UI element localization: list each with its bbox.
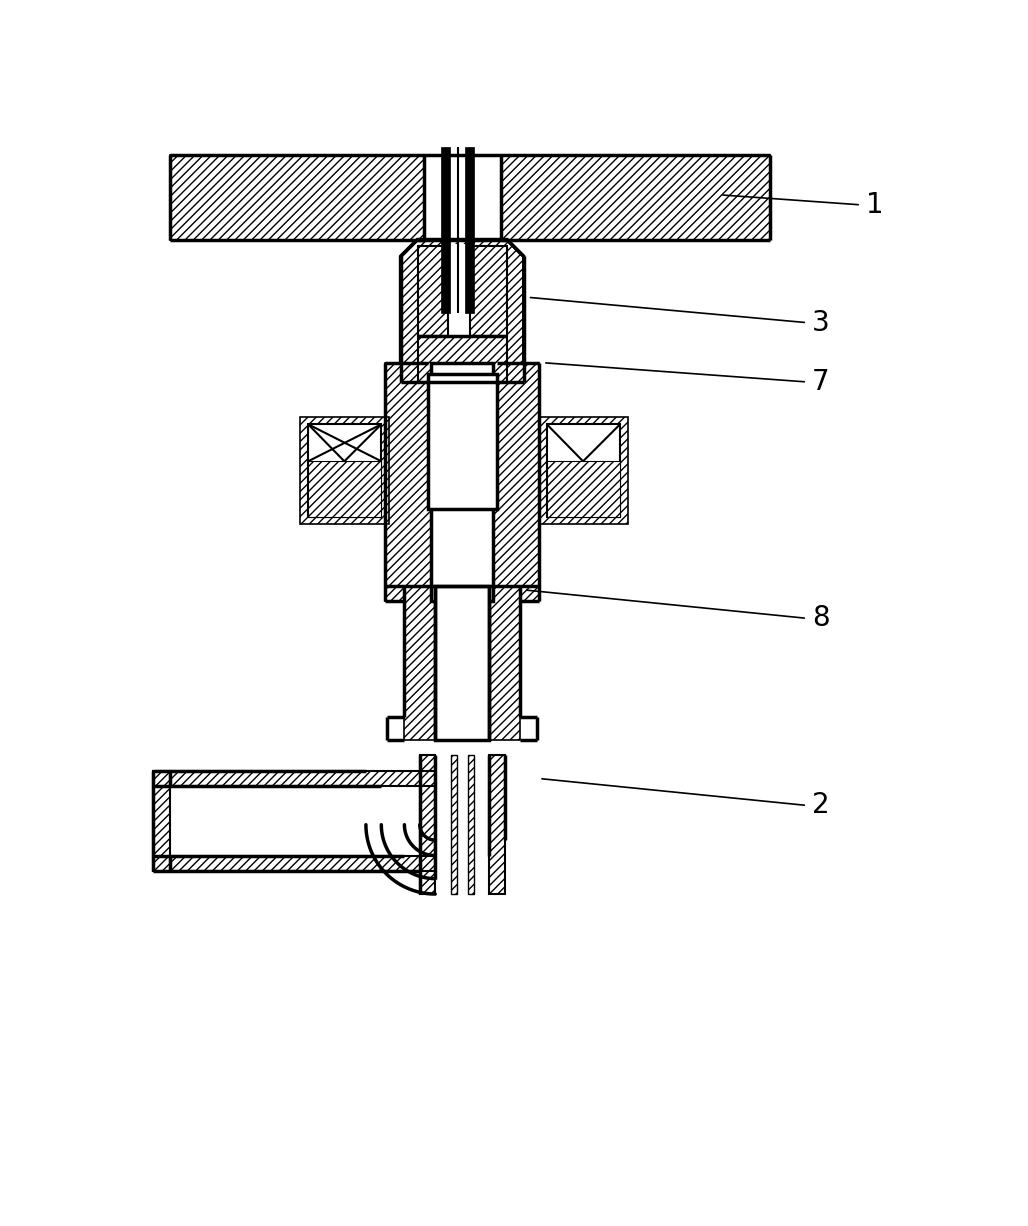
Text: 7: 7 <box>812 368 830 396</box>
Polygon shape <box>401 239 524 383</box>
Bar <box>404 586 520 741</box>
Polygon shape <box>466 147 475 313</box>
Polygon shape <box>308 461 381 516</box>
Bar <box>428 374 497 509</box>
Polygon shape <box>435 586 489 741</box>
Polygon shape <box>417 336 507 383</box>
Polygon shape <box>450 755 456 894</box>
Polygon shape <box>170 856 435 870</box>
Text: 2: 2 <box>812 792 830 819</box>
Text: 8: 8 <box>812 604 830 633</box>
Polygon shape <box>432 363 493 602</box>
Polygon shape <box>419 755 435 894</box>
Polygon shape <box>417 245 507 336</box>
Polygon shape <box>547 461 620 516</box>
Polygon shape <box>308 424 381 516</box>
Polygon shape <box>547 424 620 516</box>
Bar <box>300 417 389 525</box>
Polygon shape <box>170 771 435 786</box>
Polygon shape <box>424 153 501 242</box>
Bar <box>539 417 628 525</box>
Polygon shape <box>448 244 470 336</box>
Text: 3: 3 <box>812 309 830 337</box>
Polygon shape <box>489 755 505 894</box>
Polygon shape <box>441 147 450 313</box>
Polygon shape <box>152 771 170 870</box>
Text: 1: 1 <box>866 191 884 219</box>
Polygon shape <box>468 755 474 894</box>
Bar <box>170 154 770 239</box>
Bar <box>386 363 539 602</box>
